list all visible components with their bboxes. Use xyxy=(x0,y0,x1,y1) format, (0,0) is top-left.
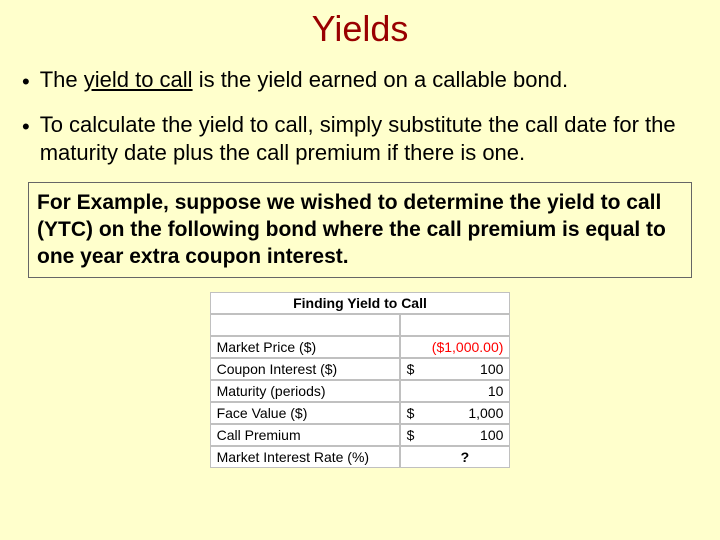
table-row: Face Value ($)$1,000 xyxy=(210,402,511,424)
row-currency xyxy=(400,446,421,468)
table-container: Finding Yield to Call Market Price ($) ($… xyxy=(22,292,698,468)
bullet-dot-icon: • xyxy=(22,68,30,97)
bullet-1-text: The yield to call is the yield earned on… xyxy=(40,66,568,95)
row-value: ($1,000.00) xyxy=(420,336,510,358)
row-label: Face Value ($) xyxy=(210,402,400,424)
bullet-1-pre: The xyxy=(40,67,84,92)
yield-table: Finding Yield to Call Market Price ($) ($… xyxy=(210,292,511,468)
row-label: Call Premium xyxy=(210,424,400,446)
slide: Yields • The yield to call is the yield … xyxy=(0,0,720,540)
row-label: Market Interest Rate (%) xyxy=(210,446,400,468)
bullet-dot-icon: • xyxy=(22,113,30,142)
row-currency: $ xyxy=(400,358,421,380)
row-value: 1,000 xyxy=(420,402,510,424)
table-row: Maturity (periods) 10 xyxy=(210,380,511,402)
slide-title: Yields xyxy=(22,8,698,50)
row-label: Coupon Interest ($) xyxy=(210,358,400,380)
bullet-2: • To calculate the yield to call, simply… xyxy=(22,111,698,168)
row-currency: $ xyxy=(400,424,421,446)
table-row: Market Price ($) ($1,000.00) xyxy=(210,336,511,358)
table-row: Call Premium$100 xyxy=(210,424,511,446)
table-row: Market Interest Rate (%)? xyxy=(210,446,511,468)
row-value: 100 xyxy=(420,358,510,380)
bullet-1: • The yield to call is the yield earned … xyxy=(22,66,698,97)
table-header-row: Finding Yield to Call xyxy=(210,292,511,314)
bullet-1-underline: yield to call xyxy=(84,67,193,92)
table-header: Finding Yield to Call xyxy=(210,292,511,314)
bullet-2-text: To calculate the yield to call, simply s… xyxy=(40,111,698,168)
row-label: Market Price ($) xyxy=(210,336,400,358)
table-blank-row xyxy=(210,314,511,336)
row-currency xyxy=(400,336,421,358)
bullet-1-post: is the yield earned on a callable bond. xyxy=(193,67,568,92)
row-value: 10 xyxy=(420,380,510,402)
table-row: Coupon Interest ($)$100 xyxy=(210,358,511,380)
row-value: 100 xyxy=(420,424,510,446)
row-currency xyxy=(400,380,421,402)
row-currency: $ xyxy=(400,402,421,424)
row-value: ? xyxy=(420,446,510,468)
row-label: Maturity (periods) xyxy=(210,380,400,402)
example-box: For Example, suppose we wished to determ… xyxy=(28,182,692,278)
